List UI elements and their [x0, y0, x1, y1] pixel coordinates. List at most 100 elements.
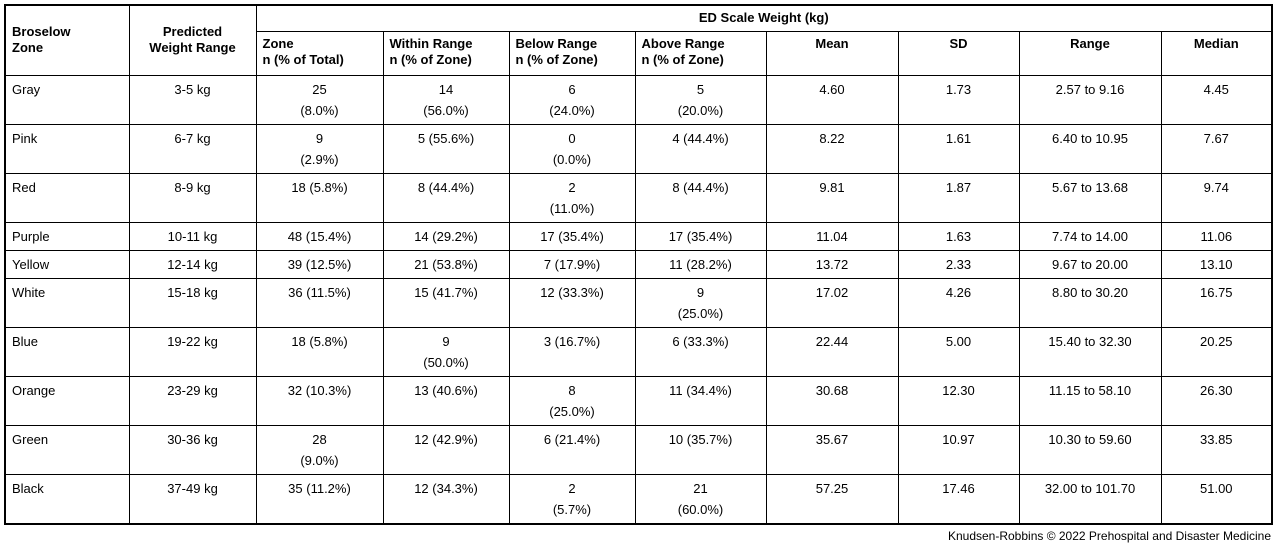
range-cell: 32.00 to 101.70	[1018, 473, 1162, 524]
table-figure: Broselow Zone Predicted Weight Range ED …	[4, 4, 1274, 543]
median-cell: 4.45	[1160, 74, 1273, 125]
mean-cell: 35.67	[765, 424, 899, 475]
col-header-range: Range	[1018, 30, 1162, 76]
table-row-gray: Gray 3-5 kg 25 (8.0%) 14 (56.0%) 6 (24.0…	[4, 74, 1273, 125]
mean-cell: 4.60	[765, 74, 899, 125]
above-range-cell: 17 (35.4%)	[634, 221, 767, 251]
median-cell: 9.74	[1160, 172, 1273, 223]
below-range-cell: 6 (24.0%)	[508, 74, 636, 125]
col-header-above-range: Above Range n (% of Zone)	[634, 30, 767, 76]
sd-cell: 1.63	[897, 221, 1020, 251]
mean-cell: 30.68	[765, 375, 899, 426]
below-range-cell: 3 (16.7%)	[508, 326, 636, 377]
zone-n-cell: 18 (5.8%)	[255, 326, 384, 377]
median-cell: 33.85	[1160, 424, 1273, 475]
col-header-predicted-weight-range: Predicted Weight Range	[128, 4, 257, 76]
below-range-cell: 12 (33.3%)	[508, 277, 636, 328]
group-header-ed-scale-weight: ED Scale Weight (kg)	[255, 4, 1273, 32]
zone-n-cell: 39 (12.5%)	[255, 249, 384, 279]
predicted-weight-cell: 30-36 kg	[128, 424, 257, 475]
table-row-white: White 15-18 kg 36 (11.5%) 15 (41.7%) 12 …	[4, 277, 1273, 328]
median-cell: 13.10	[1160, 249, 1273, 279]
range-cell: 5.67 to 13.68	[1018, 172, 1162, 223]
zone-cell: Blue	[4, 326, 130, 377]
below-range-cell: 8 (25.0%)	[508, 375, 636, 426]
table-row-pink: Pink 6-7 kg 9 (2.9%) 5 (55.6%) 0 (0.0%) …	[4, 123, 1273, 174]
header-row-group: Broselow Zone Predicted Weight Range ED …	[4, 4, 1273, 76]
predicted-weight-cell: 10-11 kg	[128, 221, 257, 251]
col-header-median: Median	[1160, 30, 1273, 76]
predicted-weight-cell: 6-7 kg	[128, 123, 257, 174]
above-range-cell: 4 (44.4%)	[634, 123, 767, 174]
mean-cell: 11.04	[765, 221, 899, 251]
sd-cell: 4.26	[897, 277, 1020, 328]
table-row-yellow: Yellow 12-14 kg 39 (12.5%) 21 (53.8%) 7 …	[4, 249, 1273, 279]
sd-cell: 12.30	[897, 375, 1020, 426]
mean-cell: 22.44	[765, 326, 899, 377]
mean-cell: 8.22	[765, 123, 899, 174]
above-range-cell: 11 (28.2%)	[634, 249, 767, 279]
col-header-broselow-zone: Broselow Zone	[4, 4, 130, 76]
above-range-cell: 8 (44.4%)	[634, 172, 767, 223]
col-header-below-range: Below Range n (% of Zone)	[508, 30, 636, 76]
zone-cell: Pink	[4, 123, 130, 174]
table-row-orange: Orange 23-29 kg 32 (10.3%) 13 (40.6%) 8 …	[4, 375, 1273, 426]
table-row-blue: Blue 19-22 kg 18 (5.8%) 9 (50.0%) 3 (16.…	[4, 326, 1273, 377]
col-header-zone-n: Zone n (% of Total)	[255, 30, 384, 76]
table-row-black: Black 37-49 kg 35 (11.2%) 12 (34.3%) 2 (…	[4, 473, 1273, 524]
below-range-cell: 7 (17.9%)	[508, 249, 636, 279]
mean-cell: 9.81	[765, 172, 899, 223]
credit-line: Knudsen-Robbins © 2022 Prehospital and D…	[947, 528, 1271, 543]
broselow-ed-weight-table: Broselow Zone Predicted Weight Range ED …	[4, 4, 1274, 525]
zone-n-cell: 28 (9.0%)	[255, 424, 384, 475]
predicted-weight-cell: 12-14 kg	[128, 249, 257, 279]
median-cell: 7.67	[1160, 123, 1273, 174]
sd-cell: 10.97	[897, 424, 1020, 475]
below-range-cell: 2 (5.7%)	[508, 473, 636, 524]
zone-n-cell: 18 (5.8%)	[255, 172, 384, 223]
median-cell: 16.75	[1160, 277, 1273, 328]
within-range-cell: 8 (44.4%)	[382, 172, 510, 223]
range-cell: 10.30 to 59.60	[1018, 424, 1162, 475]
mean-cell: 17.02	[765, 277, 899, 328]
zone-n-cell: 36 (11.5%)	[255, 277, 384, 328]
table-row-green: Green 30-36 kg 28 (9.0%) 12 (42.9%) 6 (2…	[4, 424, 1273, 475]
col-header-mean: Mean	[765, 30, 899, 76]
col-header-within-range: Within Range n (% of Zone)	[382, 30, 510, 76]
median-cell: 20.25	[1160, 326, 1273, 377]
sd-cell: 1.87	[897, 172, 1020, 223]
above-range-cell: 6 (33.3%)	[634, 326, 767, 377]
range-cell: 11.15 to 58.10	[1018, 375, 1162, 426]
within-range-cell: 15 (41.7%)	[382, 277, 510, 328]
header-row-columns: Zone n (% of Total) Within Range n (% of…	[5, 30, 1273, 76]
within-range-cell: 5 (55.6%)	[382, 123, 510, 174]
zone-cell: Purple	[4, 221, 130, 251]
sd-cell: 17.46	[897, 473, 1020, 524]
zone-cell: Green	[4, 424, 130, 475]
zone-n-cell: 9 (2.9%)	[255, 123, 384, 174]
zone-cell: Gray	[4, 74, 130, 125]
zone-cell: Red	[4, 172, 130, 223]
zone-n-cell: 35 (11.2%)	[255, 473, 384, 524]
table-row-purple: Purple 10-11 kg 48 (15.4%) 14 (29.2%) 17…	[4, 221, 1273, 251]
predicted-weight-cell: 15-18 kg	[128, 277, 257, 328]
sd-cell: 5.00	[897, 326, 1020, 377]
zone-cell: White	[4, 277, 130, 328]
col-header-sd: SD	[897, 30, 1020, 76]
above-range-cell: 21 (60.0%)	[634, 473, 767, 524]
within-range-cell: 12 (42.9%)	[382, 424, 510, 475]
zone-n-cell: 32 (10.3%)	[255, 375, 384, 426]
below-range-cell: 2 (11.0%)	[508, 172, 636, 223]
sd-cell: 1.61	[897, 123, 1020, 174]
median-cell: 11.06	[1160, 221, 1273, 251]
above-range-cell: 9 (25.0%)	[634, 277, 767, 328]
range-cell: 2.57 to 9.16	[1018, 74, 1162, 125]
median-cell: 26.30	[1160, 375, 1273, 426]
predicted-weight-cell: 19-22 kg	[128, 326, 257, 377]
above-range-cell: 10 (35.7%)	[634, 424, 767, 475]
predicted-weight-cell: 37-49 kg	[128, 473, 257, 524]
range-cell: 8.80 to 30.20	[1018, 277, 1162, 328]
sd-cell: 2.33	[897, 249, 1020, 279]
range-cell: 7.74 to 14.00	[1018, 221, 1162, 251]
above-range-cell: 5 (20.0%)	[634, 74, 767, 125]
